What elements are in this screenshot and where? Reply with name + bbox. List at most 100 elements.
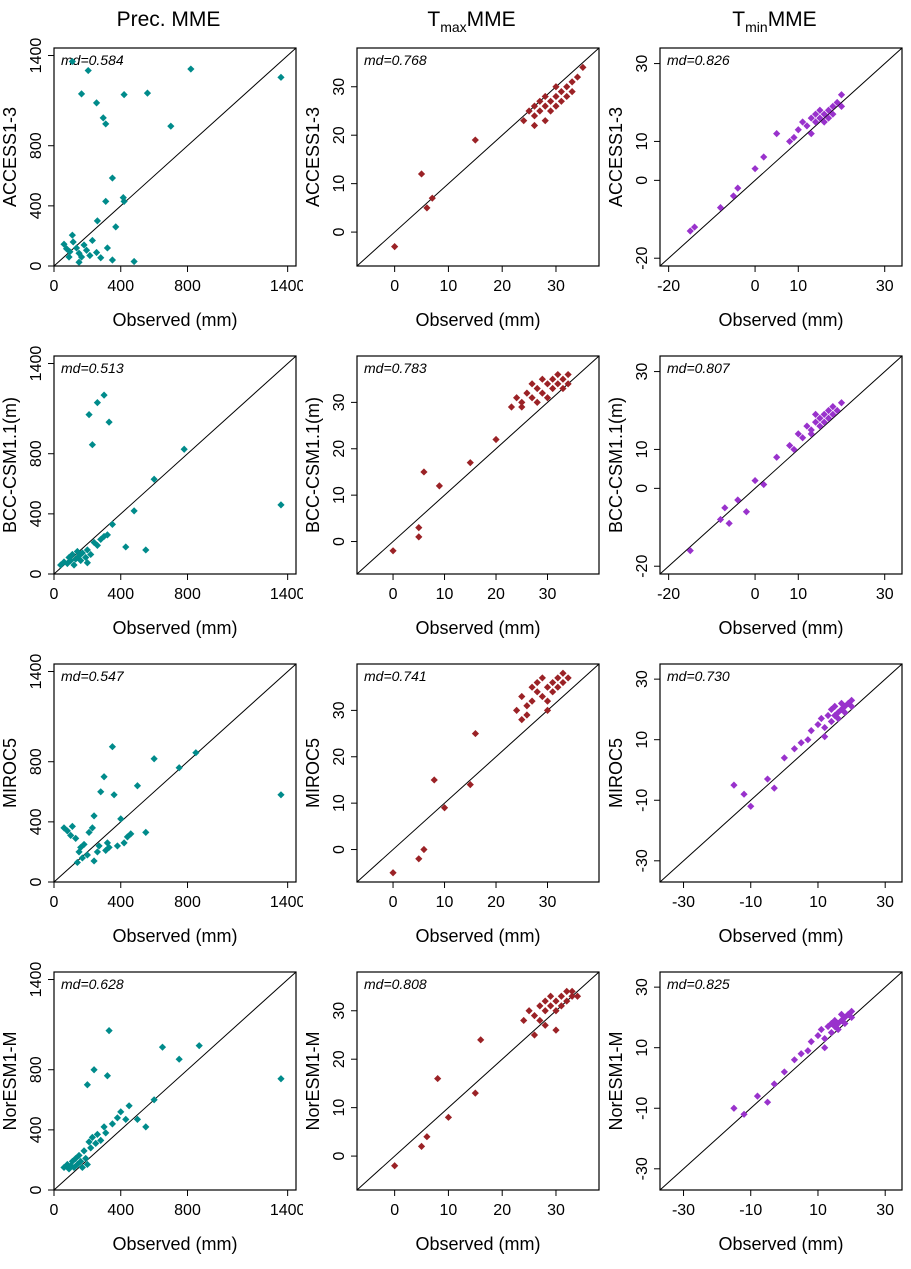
data-point xyxy=(563,83,571,91)
scatter-plot-svg: 00 400 400 800 800 1400 1400 md=0.547 MIROC5 Obse… xyxy=(0,654,306,946)
y-tick-label: 800 xyxy=(28,1056,45,1083)
y-tick-label: 30 xyxy=(634,670,651,688)
data-point xyxy=(391,1162,399,1170)
scatter-plot-svg: 00 400 400 800 800 1400 1400 md=0.513 BCC-CSM1.1… xyxy=(0,346,306,638)
md-annotation: md=0.628 xyxy=(61,976,124,992)
data-point xyxy=(77,1157,85,1166)
data-point xyxy=(829,110,837,118)
y-tick-label: 10 xyxy=(331,486,348,504)
data-point xyxy=(92,248,101,257)
x-axis-label: Observed (mm) xyxy=(718,1234,843,1254)
data-point xyxy=(557,97,565,105)
data-point xyxy=(541,102,549,110)
plot-frame xyxy=(356,47,600,267)
data-point xyxy=(277,73,285,81)
scatter-points xyxy=(686,399,846,555)
data-point xyxy=(797,739,805,747)
data-point xyxy=(143,89,152,97)
data-point xyxy=(816,114,824,122)
data-point xyxy=(753,1092,762,1100)
data-point xyxy=(547,107,555,115)
panel-bcc-csm1-1m-tmin: -20 -20 0 0 10 10 30 30 md=0.807 BCC-CSM1.1(m) Obs… xyxy=(606,340,909,648)
data-point xyxy=(729,192,738,200)
data-point xyxy=(834,1025,842,1034)
y-tick-label: 30 xyxy=(331,78,348,96)
data-point xyxy=(513,394,521,402)
y-tick-label: 20 xyxy=(331,1050,348,1068)
data-point xyxy=(554,674,562,682)
data-point xyxy=(88,824,96,832)
data-point xyxy=(99,114,107,122)
data-point xyxy=(108,743,117,751)
data-point xyxy=(564,370,572,379)
x-tick-label: 0 xyxy=(389,894,398,911)
scatter-plot-svg: 0 0 10 10 20 20 30 30 md=0.768 ACCESS1-3 Observed … xyxy=(303,47,600,330)
data-point xyxy=(547,992,555,1000)
data-point xyxy=(120,197,128,205)
data-point xyxy=(536,1002,544,1010)
data-point xyxy=(97,535,105,544)
x-tick-label: 800 xyxy=(174,586,201,603)
data-point xyxy=(83,1081,91,1089)
data-point xyxy=(716,204,725,212)
data-point xyxy=(444,1113,453,1121)
data-point xyxy=(559,678,567,687)
data-point xyxy=(817,714,825,723)
x-tick-label: 30 xyxy=(547,1202,565,1219)
y-tick-label: -30 xyxy=(634,849,651,872)
column-title-tmin-text: T xyxy=(732,8,746,31)
data-point xyxy=(790,133,798,142)
y-tick-label: 10 xyxy=(634,132,651,150)
data-point xyxy=(541,117,549,125)
x-tick-label: 20 xyxy=(493,1202,511,1219)
data-point xyxy=(557,992,565,1000)
data-point xyxy=(113,1114,122,1122)
x-tick-label: 20 xyxy=(487,894,505,911)
x-tick-label: 10 xyxy=(789,278,807,295)
data-point xyxy=(97,788,105,796)
panel-noresm1-m-prec: 0 0 400 400 800 800 1400 1400 md=0.628 NorESM1-M O… xyxy=(0,956,306,1264)
x-axis-label: Observed (mm) xyxy=(112,1234,237,1254)
y-axis-label: MIROC5 xyxy=(0,738,20,808)
x-tick-label: 800 xyxy=(174,278,201,295)
data-point xyxy=(120,91,128,99)
data-point xyxy=(167,122,175,130)
data-point xyxy=(130,507,138,515)
column-title-tmax-text: T xyxy=(427,8,441,31)
x-axis-label: Observed (mm) xyxy=(415,618,540,638)
y-tick-label: -10 xyxy=(634,789,651,812)
data-point xyxy=(88,441,96,449)
data-point xyxy=(528,683,536,691)
data-point xyxy=(807,426,815,434)
y-tick-label: 0 xyxy=(28,877,45,886)
data-point xyxy=(477,1036,485,1044)
data-point xyxy=(69,238,77,246)
x-tick-label: 30 xyxy=(547,278,565,295)
x-tick-label: 30 xyxy=(539,894,557,911)
data-point xyxy=(108,256,117,264)
data-point xyxy=(763,775,772,783)
y-tick-label: 20 xyxy=(331,126,348,144)
y-axis-label: MIROC5 xyxy=(303,738,323,808)
data-point xyxy=(751,165,759,173)
data-point xyxy=(117,815,125,823)
data-point xyxy=(837,102,846,110)
data-point xyxy=(90,812,98,820)
data-point xyxy=(807,727,815,735)
data-point xyxy=(492,435,500,444)
md-annotation: md=0.768 xyxy=(364,52,427,68)
data-point xyxy=(541,1021,549,1029)
data-point xyxy=(518,692,526,701)
data-point xyxy=(57,561,65,569)
panel-access1-3-tmin: -20 -20 0 0 10 10 30 30 md=0.826 ACCESS1-3 Observe… xyxy=(606,32,909,340)
data-point xyxy=(125,1102,133,1110)
data-point xyxy=(66,248,74,256)
y-tick-label: 1400 xyxy=(28,346,45,382)
data-point xyxy=(68,57,76,66)
scatter-plot-svg: 00 400 400 800 800 1400 1400 md=0.628 NorESM1-M O… xyxy=(0,962,306,1254)
data-point xyxy=(797,1050,805,1058)
y-tick-label: 30 xyxy=(634,55,651,73)
data-point xyxy=(686,547,694,555)
data-point xyxy=(559,669,567,677)
